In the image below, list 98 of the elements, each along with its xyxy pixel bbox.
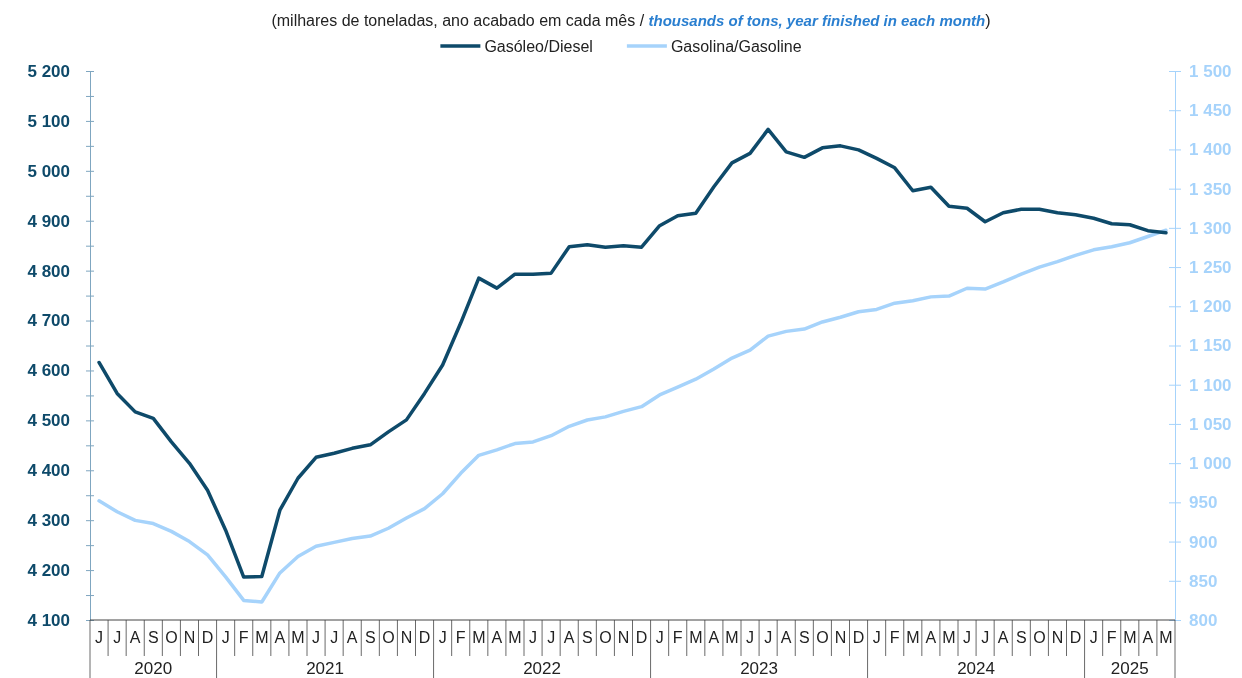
y2-tick-label: 1 100 bbox=[1189, 375, 1232, 395]
x-tick-label: F bbox=[1106, 629, 1117, 646]
x-tick-label: M bbox=[942, 629, 956, 646]
line-series bbox=[97, 228, 1168, 604]
x-tick-label: A bbox=[563, 629, 575, 646]
y-tick-label: 4 100 bbox=[27, 610, 70, 630]
y2-tick-label: 1 300 bbox=[1189, 218, 1232, 238]
x-tick-label: A bbox=[925, 629, 937, 646]
x-tick-label: D bbox=[201, 629, 214, 646]
x-tick-label: A bbox=[708, 629, 720, 646]
y2-tick-label: 950 bbox=[1189, 493, 1218, 513]
y-tick-label: 4 300 bbox=[27, 511, 70, 531]
x2-tick-label: 2021 bbox=[306, 659, 344, 678]
x-tick-label: J bbox=[872, 629, 881, 646]
x-tick-label: J bbox=[438, 629, 447, 646]
x-tick-label: N bbox=[183, 629, 196, 646]
x-tick-label: O bbox=[165, 629, 178, 646]
y-tick-label: 4 700 bbox=[27, 311, 70, 331]
x-tick-label: J bbox=[221, 629, 230, 646]
x-tick-label: J bbox=[113, 629, 122, 646]
line-series bbox=[97, 127, 1168, 579]
x2-tick-label: 2022 bbox=[523, 659, 561, 678]
y-tick-label: 4 200 bbox=[27, 561, 70, 581]
x2-tick-label: 2024 bbox=[957, 659, 995, 678]
x-tick-label: M bbox=[689, 629, 703, 646]
y2-tick-label: 850 bbox=[1189, 571, 1218, 591]
y2-tick-label: 1 450 bbox=[1189, 101, 1232, 121]
x-tick-label: A bbox=[491, 629, 503, 646]
x-tick-label: N bbox=[834, 629, 847, 646]
x-tick-label: A bbox=[129, 629, 141, 646]
y-tick-label: 5 000 bbox=[27, 161, 70, 181]
y-tick-label: 4 500 bbox=[27, 411, 70, 431]
x-tick-label: J bbox=[746, 629, 755, 646]
y2-tick-label: 1 400 bbox=[1189, 140, 1232, 160]
x-tick-label: F bbox=[455, 629, 466, 646]
x-tick-label: F bbox=[672, 629, 683, 646]
x-tick-label: A bbox=[346, 629, 358, 646]
x-tick-label: M bbox=[1123, 629, 1137, 646]
x-tick-label: D bbox=[418, 629, 431, 646]
x-tick-label: J bbox=[547, 629, 556, 646]
legend-label: Gasóleo/Diesel bbox=[484, 38, 593, 55]
x-tick-label: S bbox=[147, 629, 159, 646]
y2-tick-label: 900 bbox=[1189, 532, 1218, 552]
y2-tick-label: 800 bbox=[1189, 610, 1218, 630]
legend-label: Gasolina/Gasoline bbox=[670, 38, 802, 55]
x-tick-label: S bbox=[581, 629, 593, 646]
x-tick-label: N bbox=[1051, 629, 1064, 646]
x-tick-label: O bbox=[816, 629, 829, 646]
x-tick-label: S bbox=[364, 629, 376, 646]
y2-tick-label: 1 500 bbox=[1189, 61, 1232, 81]
x-tick-label: O bbox=[1033, 629, 1046, 646]
x-tick-label: M bbox=[291, 629, 305, 646]
y2-tick-label: 1 250 bbox=[1189, 258, 1232, 278]
x-tick-label: A bbox=[997, 629, 1009, 646]
x-tick-label: F bbox=[889, 629, 900, 646]
x-tick-label: N bbox=[617, 629, 630, 646]
y-tick-label: 4 600 bbox=[27, 361, 70, 381]
y2-tick-label: 1 000 bbox=[1189, 454, 1232, 474]
x-tick-label: J bbox=[981, 629, 990, 646]
y-tick-label: 4 800 bbox=[27, 261, 70, 281]
x-tick-label: A bbox=[780, 629, 792, 646]
x-tick-label: M bbox=[255, 629, 269, 646]
x-tick-label: M bbox=[508, 629, 522, 646]
y2-tick-label: 1 150 bbox=[1189, 336, 1232, 356]
x-tick-label: J bbox=[330, 629, 339, 646]
x-tick-label: J bbox=[963, 629, 972, 646]
x-tick-label: J bbox=[95, 629, 104, 646]
y2-tick-label: 1 050 bbox=[1189, 414, 1232, 434]
x-tick-label: M bbox=[906, 629, 920, 646]
y-tick-label: 5 100 bbox=[27, 111, 70, 131]
chart-subtitle: (milhares de toneladas, ano acabado em cada mês / thousands of tons, year finished in each month) bbox=[271, 12, 991, 29]
y-tick-label: 5 200 bbox=[27, 61, 70, 81]
x2-tick-label: 2020 bbox=[134, 659, 173, 678]
y-tick-label: 4 900 bbox=[27, 211, 70, 231]
y2-tick-label: 1 200 bbox=[1189, 297, 1232, 317]
x-tick-label: J bbox=[312, 629, 321, 646]
x-tick-label: A bbox=[274, 629, 286, 646]
x2-tick-label: 2023 bbox=[740, 659, 778, 678]
x-tick-label: O bbox=[382, 629, 395, 646]
x-tick-label: S bbox=[1015, 629, 1027, 646]
x-tick-label: M bbox=[472, 629, 486, 646]
x-tick-label: D bbox=[635, 629, 648, 646]
x-tick-label: O bbox=[599, 629, 612, 646]
x-tick-label: J bbox=[655, 629, 664, 646]
x-tick-label: D bbox=[1069, 629, 1082, 646]
x-tick-label: N bbox=[400, 629, 413, 646]
x-tick-label: M bbox=[1159, 629, 1173, 646]
y2-tick-label: 1 350 bbox=[1189, 179, 1232, 199]
x-tick-label: J bbox=[764, 629, 773, 646]
x-tick-label: F bbox=[238, 629, 249, 646]
x-tick-label: A bbox=[1142, 629, 1154, 646]
y-tick-label: 4 400 bbox=[27, 461, 70, 481]
x-tick-label: J bbox=[529, 629, 538, 646]
x-tick-label: M bbox=[725, 629, 739, 646]
x2-tick-label: 2025 bbox=[1110, 659, 1149, 678]
x-tick-label: S bbox=[798, 629, 810, 646]
x-tick-label: J bbox=[1089, 629, 1098, 646]
x-tick-label: D bbox=[852, 629, 865, 646]
